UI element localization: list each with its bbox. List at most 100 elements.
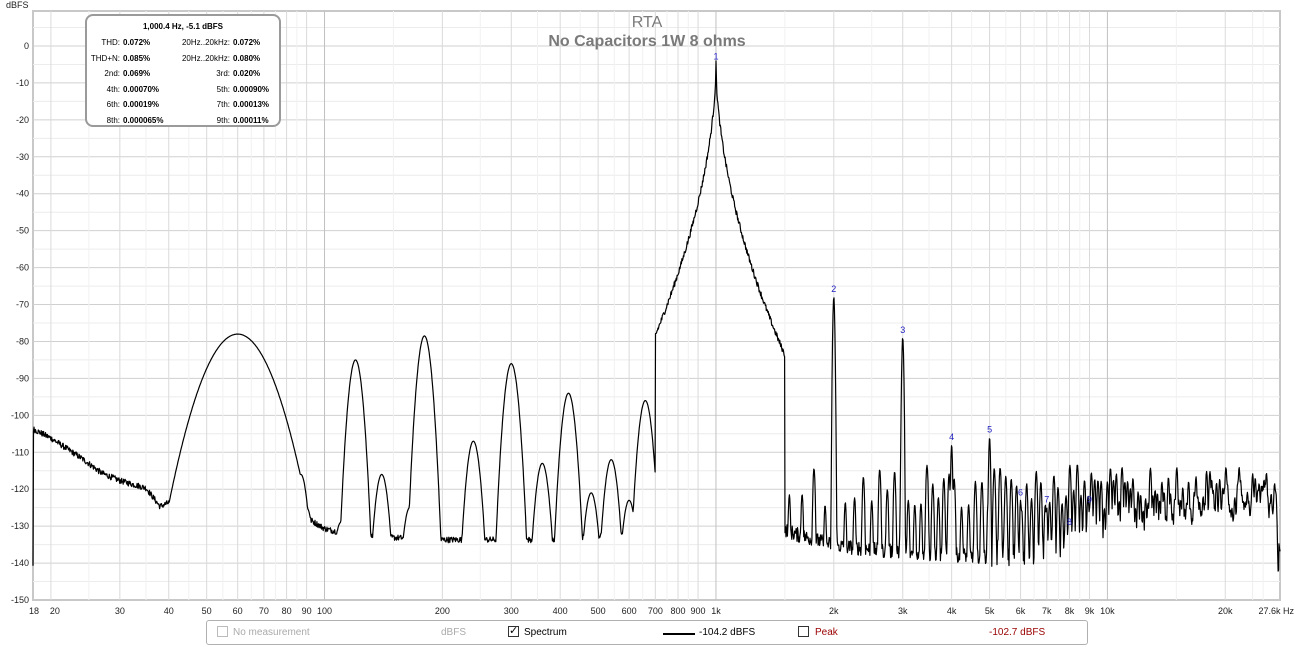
x-tick-label: 7k [1042, 606, 1052, 616]
peak-checkbox[interactable] [798, 626, 809, 637]
readout-value: 0.020% [233, 69, 261, 78]
x-tick-label: 9k [1085, 606, 1095, 616]
readout-label: 20Hz..20kHz: [181, 53, 230, 63]
x-tick-label: 5k [985, 606, 995, 616]
y-tick-label: -60 [16, 263, 29, 273]
x-tick-label: 100 [317, 606, 332, 616]
x-tick-label: 27.6k Hz [1258, 606, 1294, 616]
x-tick-label: 8k [1065, 606, 1075, 616]
x-tick-label: 30 [115, 606, 125, 616]
readout-row: THD+N: 0.085% 20Hz..20kHz: 0.080% [87, 54, 279, 65]
y-axis-label: dBFS [6, 0, 29, 10]
y-tick-label: -130 [11, 521, 29, 531]
readout-value: 0.00019% [123, 100, 160, 109]
spectrum-line [32, 60, 1281, 572]
x-tick-label: 700 [648, 606, 663, 616]
readout-value: 0.000065% [123, 115, 164, 125]
readout-label: 20Hz..20kHz: [181, 38, 230, 47]
readout-value: 0.072% [123, 38, 151, 47]
unit-label: dBFS [441, 627, 467, 638]
x-tick-label: 50 [202, 606, 212, 616]
readout-label: THD+N: [90, 53, 120, 63]
readout-label: 9th: [216, 115, 230, 125]
chart-axes: 0 -10 -20 -30 -40 -50 -60 -70 -80 -90 -100 -110 -120… [11, 41, 1295, 616]
x-tick-label: 20 [50, 606, 60, 616]
no-measurement-checkbox[interactable] [217, 626, 228, 637]
harmonic-marker-6: 6 [1018, 487, 1023, 497]
y-tick-label: -40 [16, 189, 29, 199]
readout-label: 3rd: [216, 69, 230, 78]
x-tick-label: 600 [622, 606, 637, 616]
spectrum-value: -104.2 dBFS [699, 627, 756, 638]
x-tick-label: 10k [1100, 606, 1115, 616]
x-tick-label: 6k [1016, 606, 1026, 616]
readout-label: THD: [101, 38, 120, 47]
harmonic-marker-4: 4 [949, 432, 954, 442]
spectrum-series [32, 60, 1281, 572]
readout-row: 4th: 0.00070% 5th: 0.00090% [87, 85, 279, 96]
readout-row: 2nd: 0.069% 3rd: 0.020% [87, 69, 279, 80]
y-tick-label: -70 [16, 300, 29, 310]
y-tick-label: 0 [24, 41, 29, 51]
x-tick-label: 4k [947, 606, 957, 616]
readout-label: 8th: [106, 115, 120, 125]
readout-row: 8th: 0.000065% 9th: 0.00011% [87, 116, 279, 127]
y-tick-label: -20 [16, 115, 29, 125]
harmonic-marker-2: 2 [831, 284, 836, 294]
readout-label: 5th: [216, 84, 230, 94]
readout-header: 1,000.4 Hz, -5.1 dBFS [142, 22, 224, 31]
y-tick-label: -110 [12, 447, 29, 457]
x-tick-label: 2k [829, 606, 839, 616]
x-tick-label: 800 [671, 606, 686, 616]
readout-label: 7th: [216, 100, 230, 109]
y-tick-label: -50 [16, 226, 29, 236]
distortion-readout-panel[interactable]: 1,000.4 Hz, -5.1 dBFS THD: 0.072% 20Hz..20… [85, 14, 281, 127]
harmonic-marker-5: 5 [987, 424, 992, 434]
x-tick-label: 90 [302, 606, 312, 616]
spectrum-label: Spectrum [524, 627, 567, 638]
y-tick-label: -120 [11, 484, 29, 494]
y-tick-label: -80 [16, 336, 29, 346]
peak-value: -102.7 dBFS [989, 627, 1046, 638]
harmonic-marker-9: 9 [1087, 495, 1092, 505]
legend-bar: No measurement dBFS Spectrum -104.2 dBFS… [206, 620, 1088, 645]
readout-label: 2nd: [104, 69, 120, 78]
chart-subtitle: No Capacitors 1W 8 ohms [548, 33, 745, 50]
readout-value: 0.080% [233, 53, 261, 63]
x-tick-label: 20k [1218, 606, 1233, 616]
x-tick-label: 80 [282, 606, 292, 616]
readout-label: 4th: [106, 84, 120, 94]
x-tick-label: 18 [29, 606, 39, 616]
peak-label: Peak [815, 627, 838, 638]
x-tick-label: 70 [259, 606, 269, 616]
harmonic-marker-7: 7 [1044, 495, 1049, 505]
readout-value: 0.00013% [233, 100, 270, 109]
harmonic-marker-1: 1 [713, 51, 718, 61]
x-tick-label: 40 [164, 606, 174, 616]
harmonic-marker-8: 8 [1067, 517, 1072, 527]
no-measurement-label: No measurement [233, 627, 310, 638]
spectrum-line-swatch [663, 633, 695, 635]
x-tick-label: 3k [898, 606, 908, 616]
readout-value: 0.085% [123, 53, 151, 63]
x-tick-label: 500 [591, 606, 606, 616]
y-tick-label: -150 [11, 595, 29, 605]
readout-value: 0.069% [123, 69, 151, 78]
x-tick-label: 900 [691, 606, 706, 616]
readout-label: 6th: [106, 100, 120, 109]
x-tick-label: 300 [504, 606, 519, 616]
readout-value: 0.00090% [233, 84, 270, 94]
y-tick-label: -30 [16, 152, 29, 162]
x-tick-label: 1k [711, 606, 721, 616]
y-tick-label: -10 [16, 78, 29, 88]
readout-value: 0.00011% [233, 115, 269, 125]
readout-row: 6th: 0.00019% 7th: 0.00013% [87, 100, 279, 111]
harmonic-labels: 1 2 3 4 5 6 7 8 9 [713, 51, 1092, 526]
y-tick-label: -100 [11, 410, 29, 420]
y-tick-label: -140 [11, 558, 29, 568]
readout-row: THD: 0.072% 20Hz..20kHz: 0.072% [87, 38, 279, 49]
harmonic-marker-3: 3 [900, 325, 905, 335]
spectrum-checkbox[interactable] [508, 624, 519, 637]
y-tick-label: -90 [16, 373, 29, 383]
chart-title: RTA [632, 14, 663, 31]
